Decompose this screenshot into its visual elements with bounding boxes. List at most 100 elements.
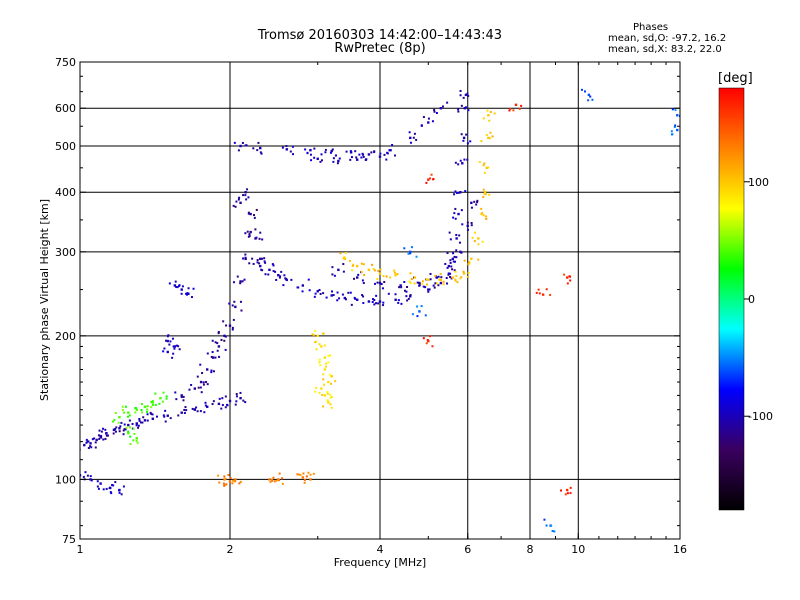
scatter-density-dot bbox=[220, 407, 223, 410]
scatter-density-dot bbox=[180, 292, 183, 295]
data-point bbox=[343, 296, 347, 300]
scatter-density-dot bbox=[217, 330, 220, 333]
data-point bbox=[285, 278, 288, 282]
scatter-density-dot bbox=[171, 337, 174, 340]
scatter-density-dot bbox=[204, 401, 207, 404]
scatter-density-dot bbox=[146, 410, 149, 413]
scatter-density-dot bbox=[535, 291, 538, 294]
scatter-density-dot bbox=[244, 401, 247, 404]
scatter-density-dot bbox=[481, 240, 484, 243]
data-point bbox=[409, 250, 412, 254]
scatter-density-dot bbox=[409, 294, 412, 297]
scatter-density-dot bbox=[269, 480, 272, 483]
data-point bbox=[166, 414, 169, 417]
scatter-density-dot bbox=[112, 484, 115, 487]
scatter-density-dot bbox=[85, 441, 88, 444]
phases-x-stats: mean, sd,X: 83.2, 22.0 bbox=[608, 44, 722, 55]
scatter-density-dot bbox=[489, 110, 492, 113]
scatter-density-dot bbox=[449, 238, 452, 241]
scatter-density-dot bbox=[154, 403, 157, 406]
scatter-density-dot bbox=[460, 276, 463, 279]
scatter-density-dot bbox=[477, 243, 480, 246]
scatter-density-dot bbox=[314, 390, 317, 393]
scatter-density-dot bbox=[437, 284, 440, 287]
scatter-density-dot bbox=[453, 193, 456, 196]
scatter-density-dot bbox=[413, 282, 416, 285]
scatter-density-dot bbox=[232, 318, 235, 321]
scatter-density-dot bbox=[289, 150, 292, 153]
scatter-density-dot bbox=[169, 417, 172, 420]
scatter-density-dot bbox=[403, 280, 406, 283]
scatter-density-dot bbox=[473, 240, 476, 243]
scatter-density-dot bbox=[345, 150, 348, 153]
data-point bbox=[135, 422, 138, 425]
data-point bbox=[447, 272, 451, 275]
scatter-density-dot bbox=[518, 107, 521, 110]
scatter-density-dot bbox=[114, 428, 117, 431]
scatter-density-dot bbox=[329, 151, 332, 154]
scatter-density-dot bbox=[466, 275, 469, 278]
data-point bbox=[439, 278, 443, 282]
scatter-density-dot bbox=[420, 305, 423, 308]
data-point bbox=[355, 158, 359, 161]
data-point bbox=[439, 107, 443, 110]
scatter-density-dot bbox=[150, 406, 153, 409]
scatter-density-dot bbox=[245, 144, 248, 147]
x-tick-label: 1 bbox=[77, 543, 84, 556]
scatter-density-dot bbox=[107, 434, 110, 437]
scatter-density-dot bbox=[331, 375, 334, 378]
scatter-density-dot bbox=[362, 295, 365, 298]
scatter-density-dot bbox=[435, 111, 438, 114]
scatter-density-dot bbox=[127, 430, 130, 433]
scatter-density-dot bbox=[315, 386, 318, 389]
scatter-density-dot bbox=[185, 292, 188, 295]
scatter-density-dot bbox=[231, 328, 234, 331]
scatter-density-dot bbox=[128, 414, 131, 417]
scatter-density-dot bbox=[244, 194, 247, 197]
scatter-density-dot bbox=[397, 301, 400, 304]
scatter-density-dot bbox=[383, 153, 386, 156]
scatter-density-dot bbox=[178, 284, 181, 287]
scatter-density-dot bbox=[433, 110, 436, 113]
scatter-density-dot bbox=[212, 370, 215, 373]
scatter-density-dot bbox=[110, 492, 113, 495]
scatter-density-dot bbox=[114, 412, 117, 415]
axis-ticks-layer: 1 2 4 6 8 10 16 75 100 200 300 400 500 600 750 bbox=[55, 56, 687, 556]
scatter-density-dot bbox=[330, 406, 333, 409]
scatter-density-dot bbox=[127, 415, 130, 418]
scatter-density-dot bbox=[428, 177, 431, 180]
scatter-density-dot bbox=[485, 215, 488, 218]
scatter-density-dot bbox=[344, 252, 347, 255]
scatter-density-dot bbox=[334, 380, 337, 383]
scatter-density-dot bbox=[123, 423, 126, 426]
scatter-density-dot bbox=[405, 290, 408, 293]
scatter-density-dot bbox=[342, 263, 345, 266]
scatter-density-dot bbox=[416, 305, 419, 308]
scatter-density-dot bbox=[452, 216, 455, 219]
scatter-density-dot bbox=[410, 278, 413, 281]
scatter-density-dot bbox=[432, 284, 435, 287]
scatter-density-dot bbox=[455, 256, 458, 259]
scatter-density-dot bbox=[352, 263, 355, 266]
scatter-density-dot bbox=[489, 131, 492, 134]
data-point bbox=[355, 264, 359, 268]
scatter-density-dot bbox=[120, 493, 123, 496]
scatter-density-dot bbox=[329, 373, 332, 376]
scatter-density-dot bbox=[406, 299, 409, 302]
scatter-density-dot bbox=[254, 228, 257, 231]
scatter-density-dot bbox=[210, 369, 213, 372]
scatter-density-dot bbox=[185, 409, 188, 412]
scatter-density-dot bbox=[361, 279, 364, 282]
data-point bbox=[418, 281, 421, 285]
scatter-density-dot bbox=[94, 441, 97, 444]
scatter-density-dot bbox=[674, 124, 677, 127]
scatter-density-dot bbox=[225, 324, 228, 327]
scatter-density-dot bbox=[584, 90, 587, 93]
scatter-density-dot bbox=[73, 470, 75, 472]
scatter-density-dot bbox=[227, 473, 230, 476]
data-point bbox=[389, 148, 392, 152]
scatter-density-dot bbox=[202, 381, 205, 384]
data-point bbox=[367, 268, 371, 272]
scatter-density-dot bbox=[462, 96, 465, 99]
scatter-density-dot bbox=[425, 278, 428, 281]
